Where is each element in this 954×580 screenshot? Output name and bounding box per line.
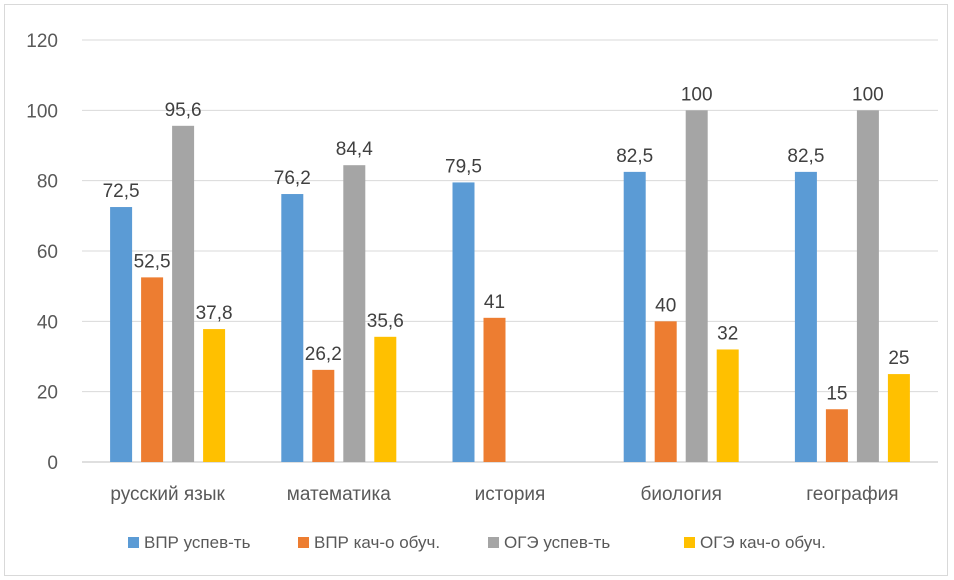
legend-swatch xyxy=(684,537,695,548)
bar xyxy=(281,194,304,462)
bar xyxy=(172,125,195,462)
data-label: 100 xyxy=(681,84,713,105)
legend-label: ОГЭ кач-о обуч. xyxy=(700,533,826,552)
bar xyxy=(623,171,646,462)
data-label: 95,6 xyxy=(165,100,202,121)
legend: ВПР успев-ть ВПР кач-о обуч. ОГЭ успев-ть О… xyxy=(128,533,826,552)
data-labels: 72,5 52,5 95,6 37,8 76,2 26,2 84,4 35,6 79,5 41 82… xyxy=(103,84,910,404)
legend-swatch xyxy=(488,537,499,548)
data-label: 37,8 xyxy=(196,303,233,324)
bar xyxy=(856,110,879,462)
legend-swatch xyxy=(128,537,139,548)
bar xyxy=(654,321,677,462)
bar xyxy=(685,110,708,462)
data-label: 84,4 xyxy=(336,139,373,160)
y-tick-label: 100 xyxy=(26,101,58,122)
category-label: география xyxy=(806,484,898,505)
bar xyxy=(794,171,817,462)
bar xyxy=(343,165,366,462)
legend-swatch xyxy=(298,537,309,548)
data-label: 76,2 xyxy=(274,168,311,189)
bar xyxy=(716,349,739,462)
data-label: 52,5 xyxy=(134,251,171,272)
data-label: 100 xyxy=(852,84,884,105)
bar xyxy=(110,207,133,462)
category-label: математика xyxy=(287,484,392,505)
data-label: 26,2 xyxy=(305,344,342,365)
legend-label: ВПР кач-о обуч. xyxy=(314,533,440,552)
category-label: русский язык xyxy=(110,484,225,505)
y-tick-label: 80 xyxy=(37,172,58,193)
bar xyxy=(203,329,226,462)
bar xyxy=(825,409,848,462)
x-axis-categories: русский язык математика история биология гео… xyxy=(110,484,898,505)
data-label: 72,5 xyxy=(103,181,140,202)
y-tick-label: 60 xyxy=(37,242,58,263)
data-label: 40 xyxy=(655,295,676,316)
legend-label: ВПР успев-ть xyxy=(144,533,251,552)
bar xyxy=(312,369,335,462)
bars xyxy=(110,110,910,463)
legend-label: ОГЭ успев-ть xyxy=(504,533,610,552)
data-label: 41 xyxy=(484,292,505,313)
category-label: биология xyxy=(641,484,722,505)
category-label: история xyxy=(475,484,546,505)
data-label: 79,5 xyxy=(445,156,482,177)
data-label: 32 xyxy=(717,323,738,344)
bar xyxy=(452,182,475,463)
data-label: 82,5 xyxy=(616,146,653,167)
bar xyxy=(887,374,910,462)
y-tick-label: 120 xyxy=(26,31,58,52)
bar xyxy=(483,317,506,462)
data-label: 35,6 xyxy=(367,311,404,332)
bar xyxy=(374,336,397,462)
data-label: 15 xyxy=(826,383,847,404)
y-axis-ticks: 0 20 40 60 80 100 120 xyxy=(26,31,58,474)
y-tick-label: 0 xyxy=(47,453,58,474)
data-label: 82,5 xyxy=(787,146,824,167)
y-tick-label: 40 xyxy=(37,312,58,333)
y-tick-label: 20 xyxy=(37,383,58,404)
bar xyxy=(141,277,164,462)
data-label: 25 xyxy=(888,348,909,369)
